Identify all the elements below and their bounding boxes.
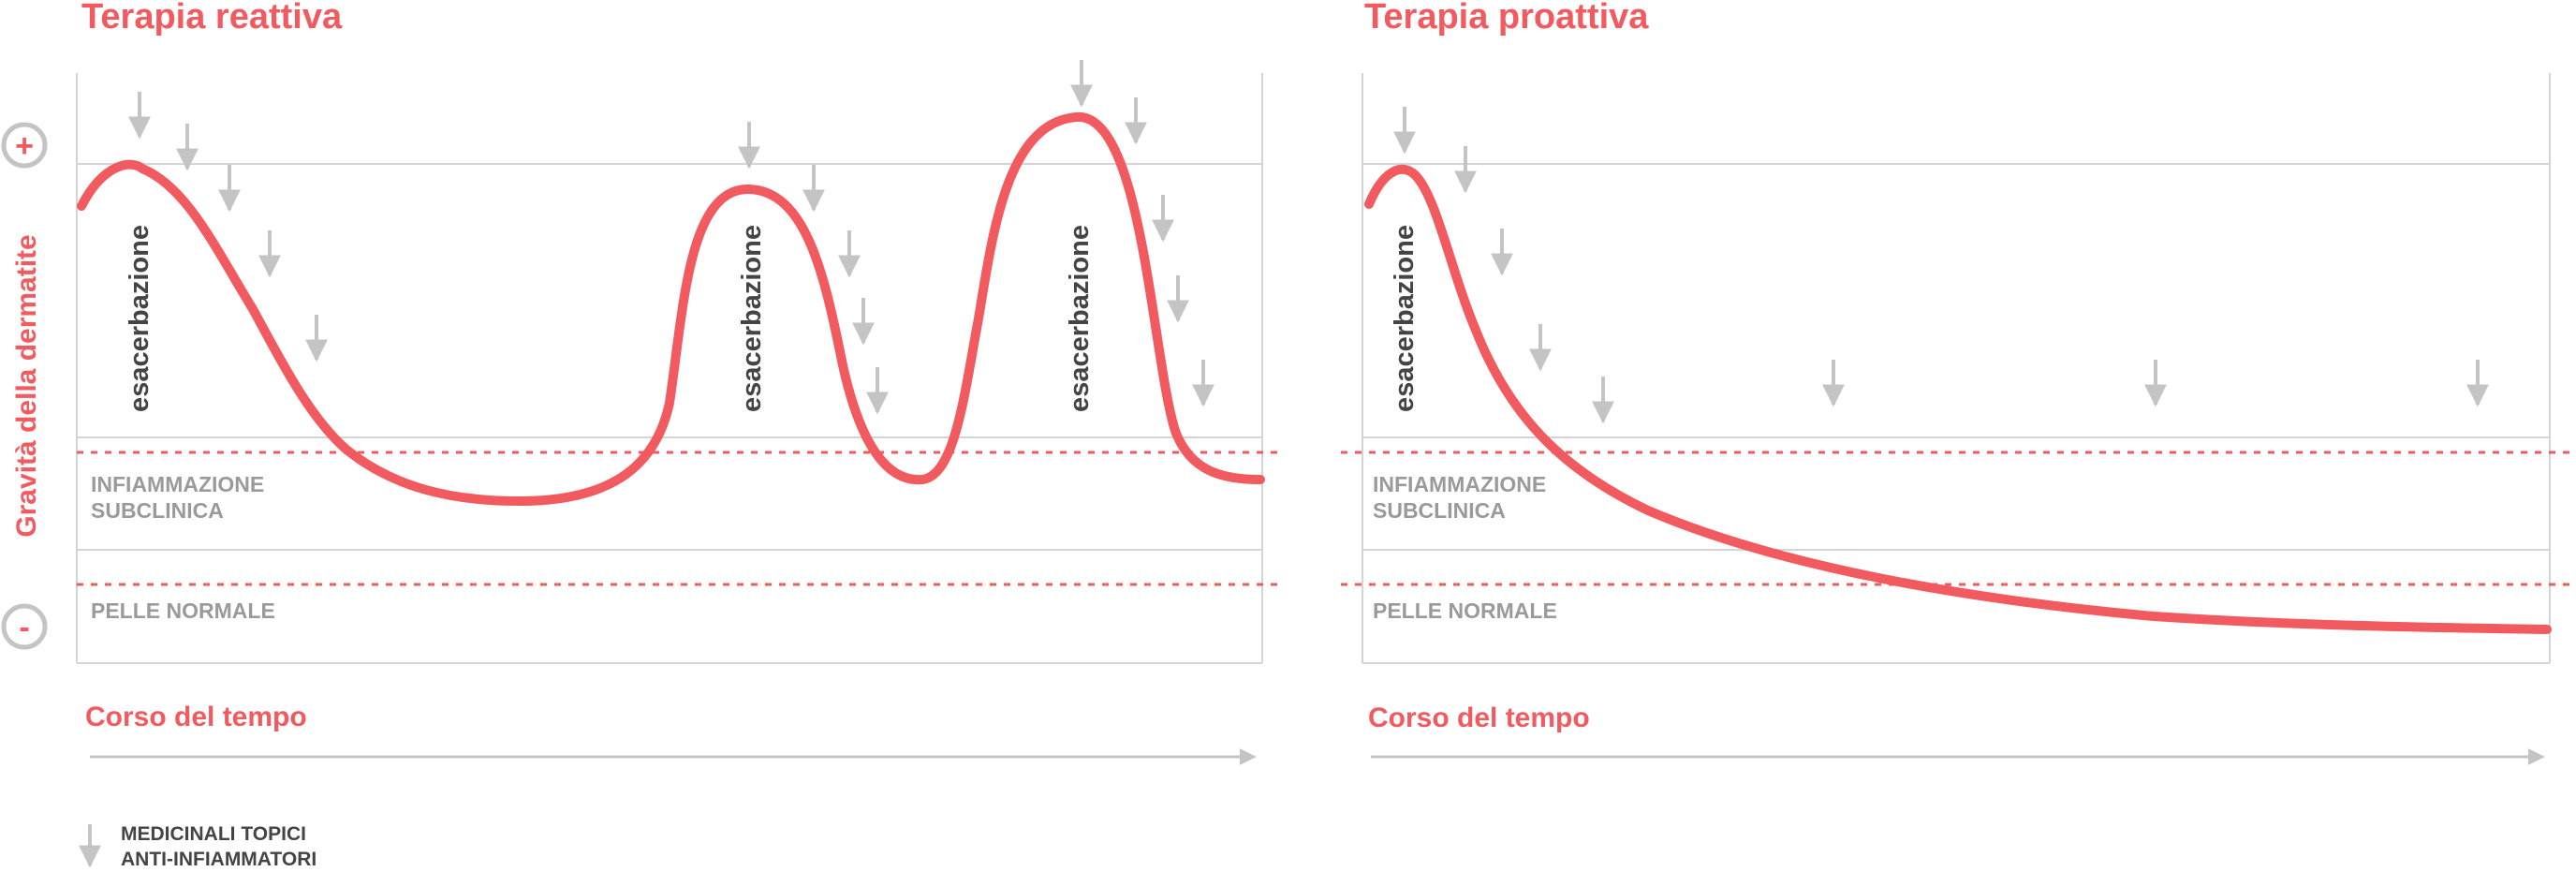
medication-arrows xyxy=(1393,107,2489,424)
zone-subclinical-line2: SUBCLINICA xyxy=(91,498,224,523)
panel-title: Terapia reattiva xyxy=(81,0,343,37)
legend-line2: ANTI-INFIAMMATORI xyxy=(121,849,316,870)
zone-subclinical-line1: INFIAMMAZIONE xyxy=(91,472,264,496)
panel-reactive: Terapia reattiva INFIAMMAZIONE SUBCLINIC… xyxy=(76,0,1285,765)
severity-curve xyxy=(1364,164,2552,634)
panel-proactive: Terapia proattiva INFIAMMAZIONE SUBCLINI… xyxy=(1341,0,2571,765)
panel-frame xyxy=(1362,73,2551,664)
severity-curve xyxy=(77,111,1265,507)
panel-title: Terapia proattiva xyxy=(1364,0,1649,37)
medication-arrows xyxy=(128,60,1214,415)
zone-normal-label: PELLE NORMALE xyxy=(1373,599,1557,623)
legend-line1: MEDICINALI TOPICI xyxy=(121,823,306,845)
zone-subclinical-line1: INFIAMMAZIONE xyxy=(1373,472,1546,496)
plus-symbol: + xyxy=(15,128,34,164)
flare-label: esacerbazione xyxy=(737,225,767,412)
y-axis-label: Gravità della dermatite xyxy=(11,234,42,537)
legend: MEDICINALI TOPICI ANTI-INFIAMMATORI xyxy=(79,823,316,870)
flare-label: esacerbazione xyxy=(125,225,155,412)
zone-normal-label: PELLE NORMALE xyxy=(91,599,275,623)
plus-circle-icon xyxy=(1,122,48,169)
zone-subclinical-line2: SUBCLINICA xyxy=(1373,498,1506,523)
flare-label: esacerbazione xyxy=(1065,225,1095,412)
flare-label: esacerbazione xyxy=(1390,225,1420,412)
time-axis-label: Corso del tempo xyxy=(85,702,307,732)
panel-frame xyxy=(76,73,1263,664)
y-axis: + - Gravità della dermatite xyxy=(1,122,48,650)
minus-circle-icon xyxy=(1,603,48,650)
time-axis-label: Corso del tempo xyxy=(1368,702,1590,733)
minus-symbol: - xyxy=(19,610,29,645)
